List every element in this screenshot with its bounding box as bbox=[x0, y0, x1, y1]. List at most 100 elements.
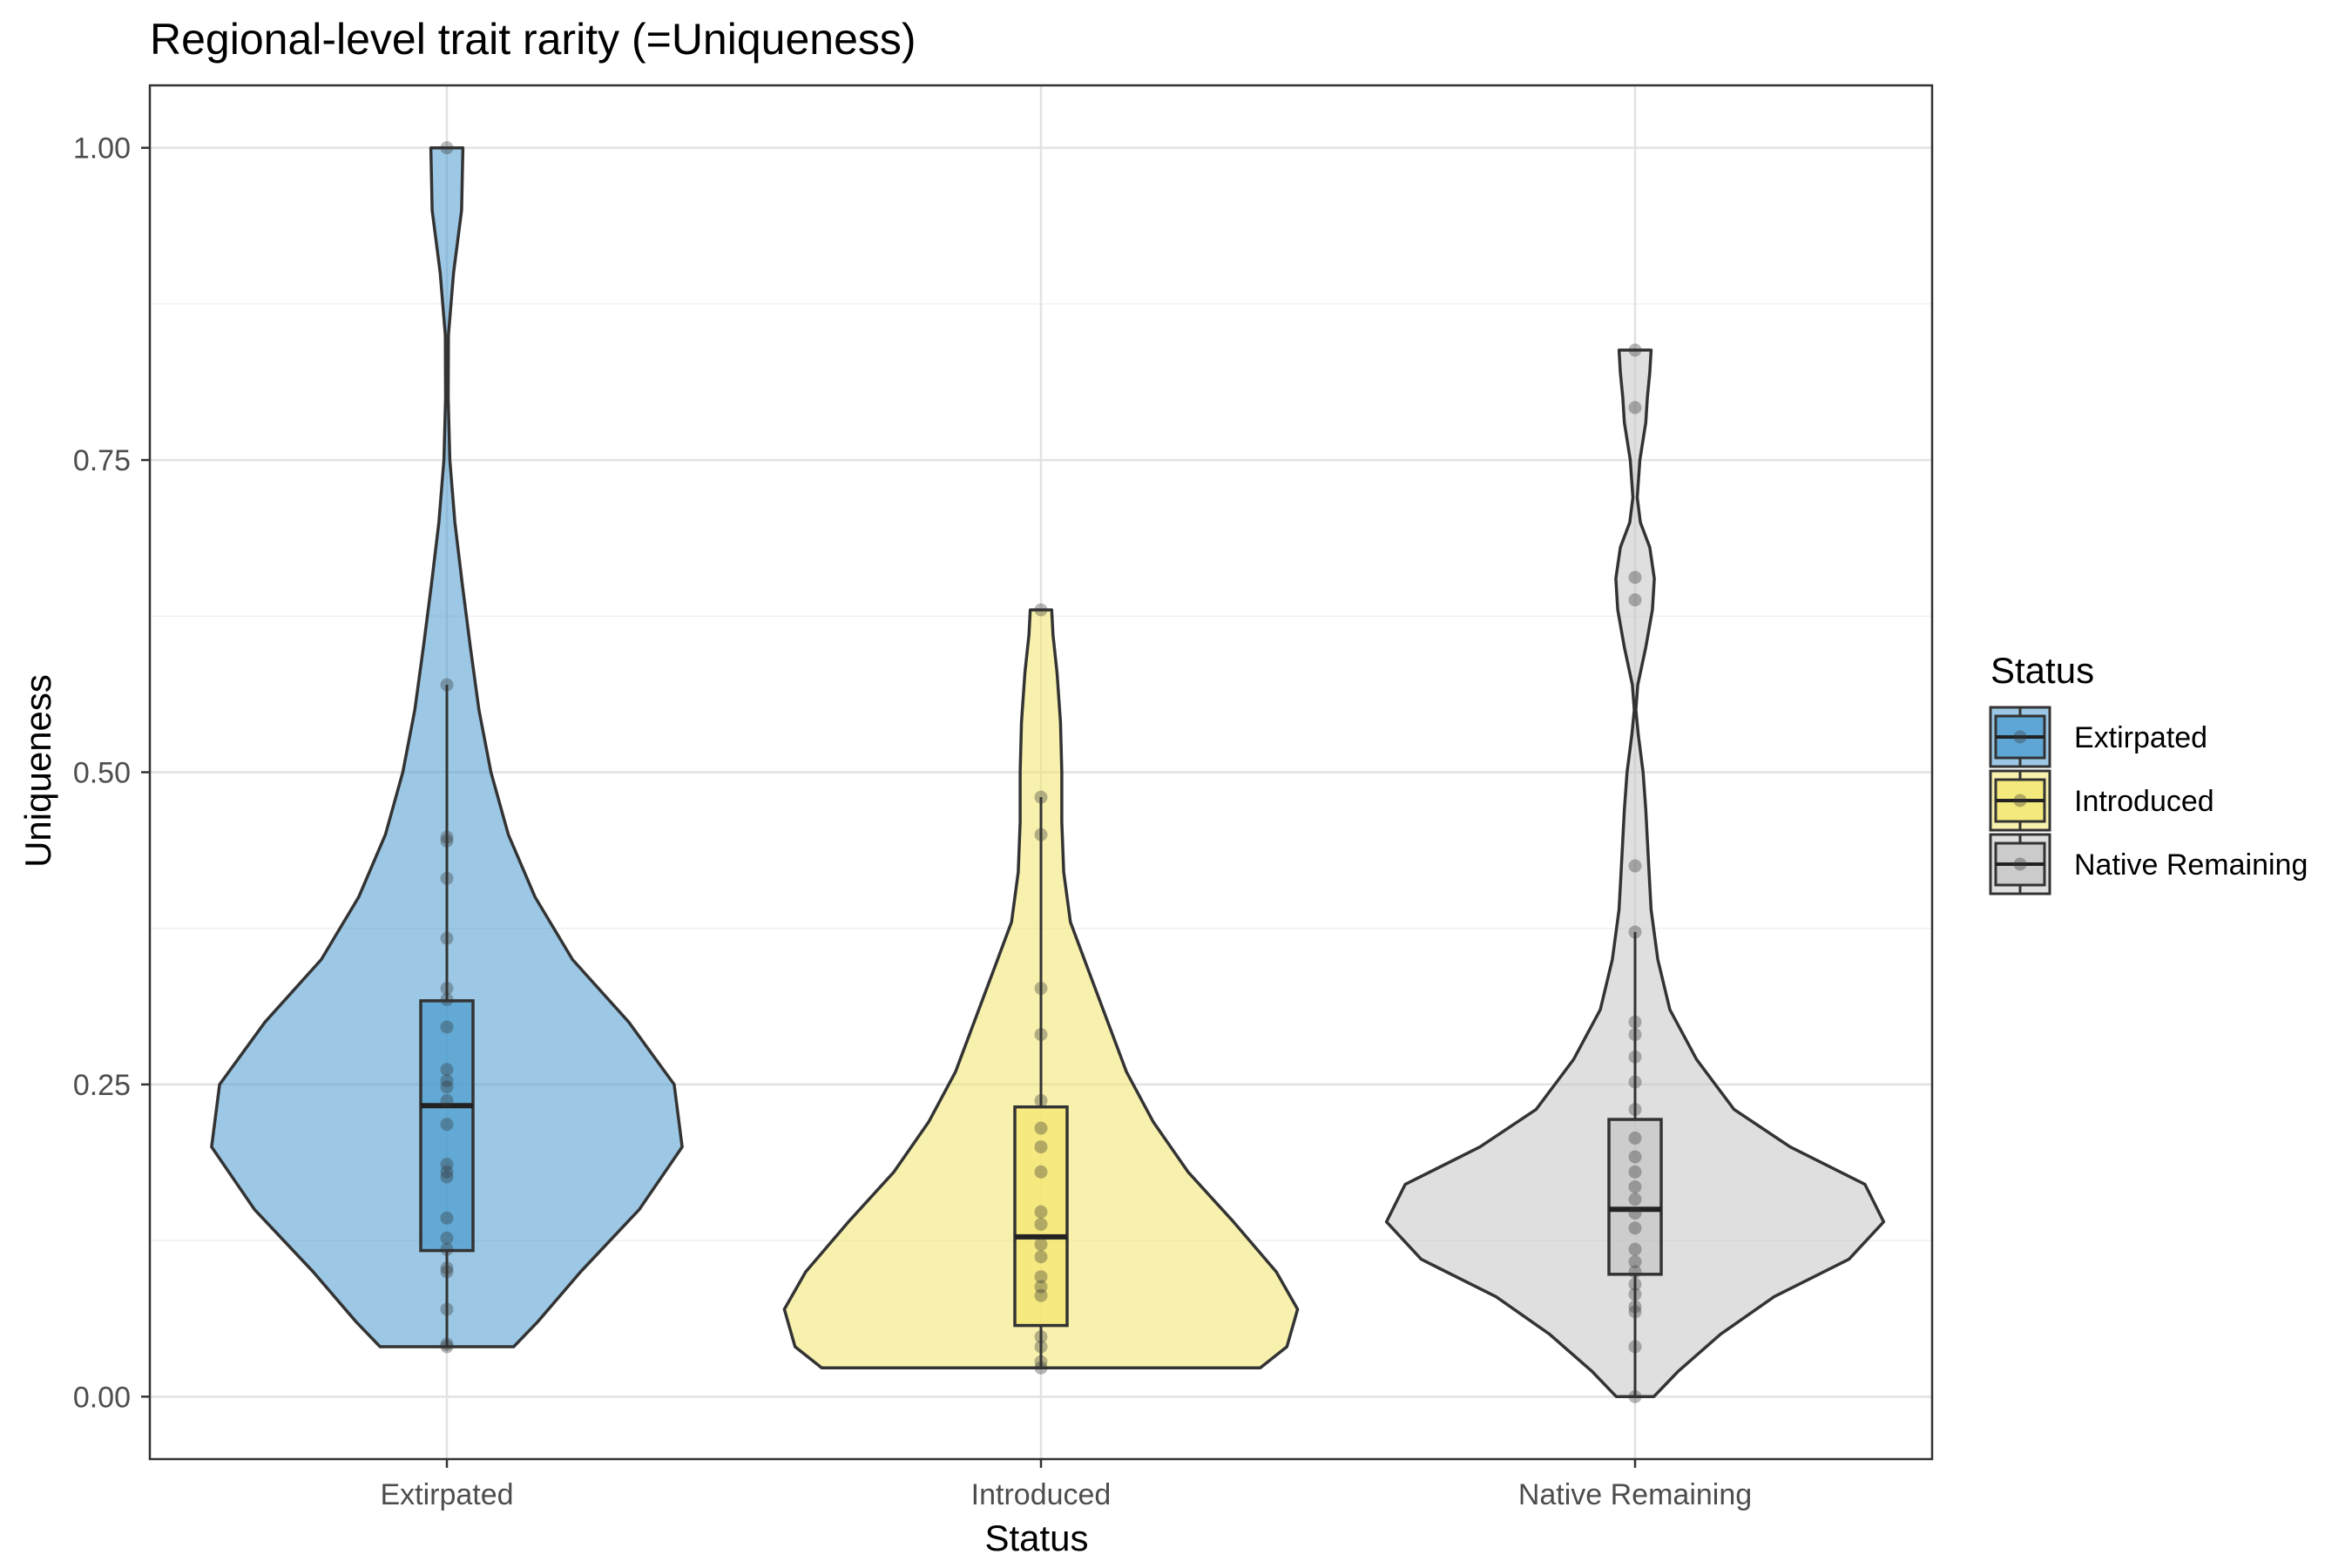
data-point bbox=[1628, 1028, 1642, 1042]
boxplots bbox=[419, 685, 1663, 1397]
legend-entry: Extirpated bbox=[1989, 706, 2207, 768]
data-point bbox=[440, 141, 454, 155]
data-point bbox=[1628, 401, 1642, 415]
data-point bbox=[440, 1165, 454, 1179]
data-point bbox=[440, 1094, 454, 1108]
data-point bbox=[1628, 1075, 1642, 1089]
data-point bbox=[1034, 1361, 1048, 1375]
data-point bbox=[440, 678, 454, 692]
data-point bbox=[1628, 1103, 1642, 1117]
data-point bbox=[440, 1302, 454, 1316]
data-point bbox=[440, 1265, 454, 1279]
data-point bbox=[440, 830, 454, 844]
data-point bbox=[1628, 343, 1642, 357]
panel-border bbox=[148, 84, 1934, 1461]
y-tick-label: 1.00 bbox=[73, 132, 131, 166]
data-point bbox=[1628, 1179, 1642, 1193]
data-point bbox=[1628, 1150, 1642, 1164]
y-tick-label: 0.50 bbox=[73, 757, 131, 790]
data-point bbox=[1628, 1277, 1642, 1291]
data-point bbox=[1628, 1015, 1642, 1029]
data-point bbox=[440, 1020, 454, 1034]
data-point bbox=[440, 1261, 454, 1275]
data-point bbox=[1034, 1340, 1048, 1354]
data-point bbox=[1628, 1389, 1642, 1403]
data-point bbox=[1034, 1165, 1048, 1179]
data-point bbox=[440, 1080, 454, 1094]
data-point bbox=[440, 1242, 454, 1256]
data-points bbox=[440, 141, 1642, 1403]
y-tick-label: 0.75 bbox=[73, 444, 131, 477]
data-point bbox=[1034, 982, 1048, 996]
legend-key-point bbox=[2013, 857, 2027, 871]
data-point bbox=[1628, 593, 1642, 607]
data-point bbox=[1034, 1028, 1048, 1042]
data-point bbox=[1628, 1340, 1642, 1354]
data-point bbox=[1628, 1288, 1642, 1301]
data-point bbox=[1034, 603, 1048, 617]
data-point bbox=[1628, 1300, 1642, 1314]
y-axis-ticks: 0.00 0.25 0.50 0.75 1.00 bbox=[73, 132, 150, 1414]
violin-native-remaining bbox=[1384, 348, 1886, 1399]
data-point bbox=[1628, 1242, 1642, 1256]
chart-title: Regional-level trait rarity (=Uniqueness… bbox=[150, 15, 916, 64]
data-point bbox=[440, 834, 454, 848]
data-point bbox=[440, 1118, 454, 1132]
box-extirpated bbox=[419, 999, 475, 1253]
data-point bbox=[1628, 1265, 1642, 1279]
data-point bbox=[1034, 1250, 1048, 1264]
data-point bbox=[440, 1170, 454, 1184]
data-point bbox=[440, 871, 454, 885]
legend-key-point bbox=[2013, 794, 2027, 808]
data-point bbox=[1034, 828, 1048, 841]
data-point bbox=[1628, 1165, 1642, 1179]
data-point bbox=[1628, 1193, 1642, 1206]
data-point bbox=[1034, 1330, 1048, 1344]
y-tick-label: 0.00 bbox=[73, 1381, 131, 1414]
data-point bbox=[1628, 1254, 1642, 1268]
legend: Status Extirpated Introduced Native Remain… bbox=[1989, 650, 2308, 896]
data-point bbox=[440, 1211, 454, 1225]
legend-label: Native Remaining bbox=[2074, 848, 2308, 882]
x-axis-ticks: Extirpated Introduced Native Remaining bbox=[380, 1459, 1752, 1511]
box-introduced bbox=[1013, 1105, 1069, 1328]
data-point bbox=[440, 1337, 454, 1351]
data-point bbox=[1034, 1280, 1048, 1294]
data-point bbox=[1034, 1237, 1048, 1251]
legend-entry: Native Remaining bbox=[1989, 833, 2308, 896]
data-point bbox=[1628, 1050, 1642, 1064]
data-point bbox=[440, 982, 454, 996]
y-tick-label: 0.25 bbox=[73, 1069, 131, 1102]
data-point bbox=[1034, 1121, 1048, 1135]
x-axis-title: Status bbox=[984, 1517, 1088, 1558]
data-point bbox=[1034, 790, 1048, 804]
x-tick-label: Native Remaining bbox=[1518, 1478, 1752, 1511]
legend-label: Introduced bbox=[2074, 785, 2214, 818]
data-point bbox=[1628, 571, 1642, 585]
data-point bbox=[1034, 1205, 1048, 1219]
data-point bbox=[1034, 1140, 1048, 1154]
data-point bbox=[440, 1063, 454, 1077]
data-point bbox=[1628, 859, 1642, 873]
data-point bbox=[1034, 1270, 1048, 1284]
data-point bbox=[1628, 1206, 1642, 1220]
data-point bbox=[1034, 1094, 1048, 1108]
data-point bbox=[1034, 1288, 1048, 1302]
legend-key-point bbox=[2013, 730, 2027, 744]
legend-entry: Introduced bbox=[1989, 769, 2214, 832]
box-native-remaining bbox=[1607, 1118, 1663, 1276]
data-point bbox=[440, 931, 454, 945]
data-point bbox=[1034, 1355, 1048, 1369]
legend-title: Status bbox=[1990, 650, 2094, 691]
x-tick-label: Introduced bbox=[971, 1478, 1112, 1511]
data-point bbox=[1034, 1217, 1048, 1231]
data-point bbox=[440, 992, 454, 1006]
data-point bbox=[440, 1074, 454, 1088]
x-tick-label: Extirpated bbox=[380, 1478, 513, 1511]
data-point bbox=[440, 1340, 454, 1354]
data-point bbox=[1628, 1305, 1642, 1319]
data-point bbox=[1628, 1221, 1642, 1235]
data-point bbox=[1628, 925, 1642, 939]
legend-label: Extirpated bbox=[2074, 721, 2207, 754]
